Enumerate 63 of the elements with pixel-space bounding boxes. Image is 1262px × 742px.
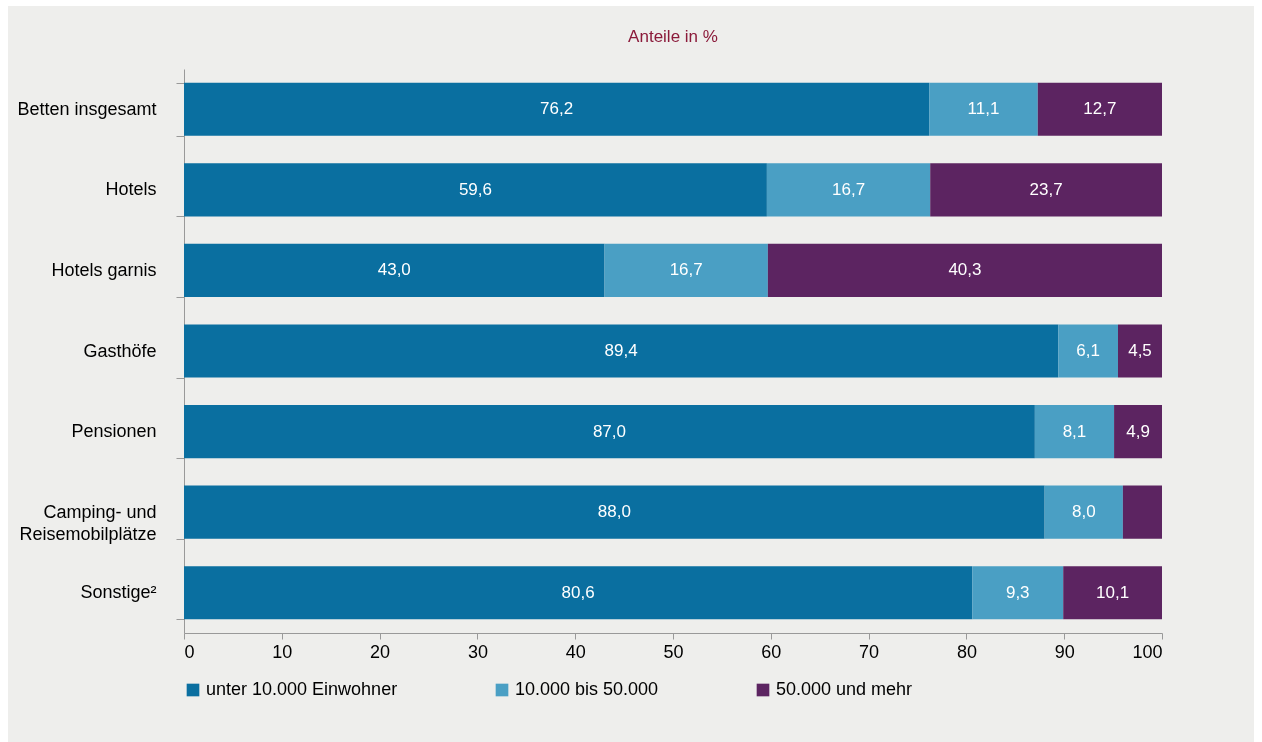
data-label: 10,1 (1096, 582, 1130, 602)
data-label: 16,7 (832, 179, 866, 199)
bar (929, 82, 1038, 136)
data-label: 43,0 (377, 260, 411, 280)
data-label: 8,1 (1062, 421, 1087, 441)
y-tick-label: Sonstige² (80, 582, 157, 603)
legend-label: 10.000 bis 50.000 (515, 679, 659, 699)
bar (184, 243, 605, 298)
chart-title: Anteile in % (628, 27, 718, 46)
data-label: 12,7 (1083, 99, 1117, 119)
data-label: 40,3 (948, 260, 982, 280)
data-label: 89,4 (604, 341, 638, 360)
data-label: 80,6 (561, 582, 595, 602)
x-tick-label: 90 (1054, 641, 1075, 662)
data-label: 76,2 (540, 99, 574, 119)
bar (184, 324, 1059, 378)
data-label: 23,7 (1029, 179, 1063, 199)
data-label: 8,0 (1071, 502, 1096, 522)
data-label: 4,9 (1126, 421, 1150, 441)
y-tick-label: Camping- und Reisemobilplätze (19, 501, 157, 544)
y-tick-label: Betten insgesamt (17, 98, 157, 119)
x-tick-label: 20 (370, 641, 391, 662)
bar (1044, 485, 1123, 539)
bar (1063, 566, 1162, 620)
data-label: 16,7 (669, 260, 703, 280)
bar (1114, 404, 1162, 459)
bar (1034, 404, 1115, 459)
bar (1117, 324, 1162, 378)
x-tick-label: 50 (663, 641, 684, 662)
data-label: 88,0 (597, 502, 631, 522)
bar (604, 243, 768, 298)
bar (766, 163, 931, 217)
bar (184, 163, 767, 217)
bar (1122, 485, 1162, 539)
x-tick-label: 80 (956, 641, 977, 662)
data-label: 9,3 (1005, 582, 1030, 602)
y-tick-label: Pensionen (71, 421, 157, 442)
x-tick-label: 70 (859, 641, 880, 662)
data-label: 59,6 (458, 179, 492, 199)
bar (767, 243, 1162, 298)
bar (930, 163, 1162, 217)
bar (184, 566, 973, 620)
y-tick-label: Hotels garnis (51, 259, 157, 280)
data-label: 6,1 (1076, 341, 1100, 360)
x-tick-label: 10 (272, 641, 293, 662)
x-tick-label: 100 (1132, 641, 1163, 662)
bar (1037, 82, 1162, 136)
bar (972, 566, 1064, 620)
bar (184, 82, 930, 136)
data-label: 4,5 (1128, 341, 1152, 360)
bar (1058, 324, 1118, 378)
legend-label: 50.000 und mehr (776, 679, 913, 699)
x-tick-label: 40 (565, 641, 586, 662)
y-tick-label: Hotels (105, 179, 157, 200)
data-label: 11,1 (967, 99, 1000, 119)
y-tick-label: Gasthöfe (83, 340, 157, 361)
bar (184, 485, 1045, 539)
bar (184, 404, 1035, 459)
x-tick-label: 0 (184, 641, 195, 662)
legend-label: unter 10.000 Einwohner (206, 679, 398, 699)
x-tick-label: 60 (761, 641, 782, 662)
x-tick-label: 30 (467, 641, 488, 662)
data-label: 87,0 (592, 421, 626, 441)
